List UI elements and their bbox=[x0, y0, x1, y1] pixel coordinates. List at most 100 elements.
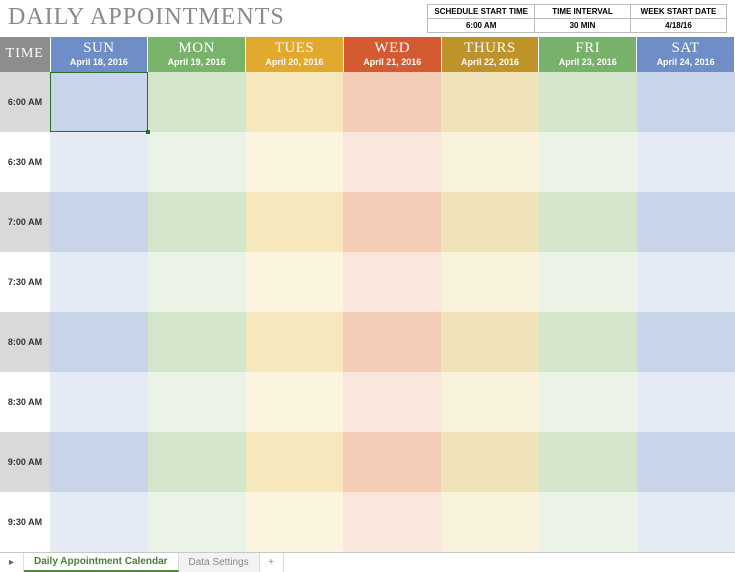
calendar-cell[interactable] bbox=[246, 252, 344, 312]
page-title: DAILY APPOINTMENTS bbox=[8, 4, 285, 31]
day-of-week: SAT bbox=[637, 40, 734, 57]
calendar-cell[interactable] bbox=[50, 252, 148, 312]
calendar-cell[interactable] bbox=[343, 132, 441, 192]
calendar-cell[interactable] bbox=[637, 492, 735, 552]
settings-table: SCHEDULE START TIME TIME INTERVAL WEEK S… bbox=[427, 4, 727, 33]
day-date: April 22, 2016 bbox=[442, 57, 539, 67]
calendar-cell[interactable] bbox=[343, 252, 441, 312]
calendar-cell[interactable] bbox=[637, 372, 735, 432]
calendar-cell[interactable] bbox=[441, 132, 539, 192]
add-sheet-button[interactable]: + bbox=[260, 553, 284, 572]
time-label: 7:30 AM bbox=[0, 252, 50, 312]
time-label: 7:00 AM bbox=[0, 192, 50, 252]
calendar-cell[interactable] bbox=[343, 72, 441, 132]
day-of-week: SUN bbox=[51, 40, 148, 57]
day-of-week: MON bbox=[148, 40, 245, 57]
calendar-cell[interactable] bbox=[148, 72, 246, 132]
calendar-cell[interactable] bbox=[50, 312, 148, 372]
calendar-cell[interactable] bbox=[637, 432, 735, 492]
settings-header: WEEK START DATE bbox=[631, 5, 727, 19]
day-of-week: WED bbox=[344, 40, 441, 57]
calendar-cell[interactable] bbox=[637, 312, 735, 372]
calendar-cell[interactable] bbox=[246, 132, 344, 192]
calendar-cell[interactable] bbox=[50, 192, 148, 252]
calendar-cell[interactable] bbox=[441, 252, 539, 312]
calendar-cell[interactable] bbox=[148, 372, 246, 432]
settings-value[interactable]: 6:00 AM bbox=[428, 19, 535, 33]
calendar-grid: TIMESUNApril 18, 2016MONApril 19, 2016TU… bbox=[0, 37, 735, 552]
calendar-cell[interactable] bbox=[441, 72, 539, 132]
day-of-week: THURS bbox=[442, 40, 539, 57]
calendar-cell[interactable] bbox=[343, 192, 441, 252]
time-label: 9:30 AM bbox=[0, 492, 50, 552]
calendar-cell[interactable] bbox=[50, 372, 148, 432]
day-header: WEDApril 21, 2016 bbox=[343, 37, 441, 72]
calendar-cell[interactable] bbox=[148, 132, 246, 192]
time-column-header: TIME bbox=[0, 37, 50, 72]
calendar-cell[interactable] bbox=[539, 372, 637, 432]
day-header: SUNApril 18, 2016 bbox=[50, 37, 148, 72]
calendar-cell[interactable] bbox=[539, 252, 637, 312]
calendar-cell[interactable] bbox=[148, 192, 246, 252]
calendar-cell[interactable] bbox=[539, 492, 637, 552]
day-header: SATApril 24, 2016 bbox=[637, 37, 735, 72]
tab-daily-appointment-calendar[interactable]: Daily Appointment Calendar bbox=[24, 553, 179, 572]
calendar-cell[interactable] bbox=[343, 432, 441, 492]
calendar-cell[interactable] bbox=[343, 312, 441, 372]
day-date: April 24, 2016 bbox=[637, 57, 734, 67]
calendar-cell[interactable] bbox=[441, 372, 539, 432]
calendar-cell[interactable] bbox=[441, 492, 539, 552]
day-of-week: TUES bbox=[246, 40, 343, 57]
settings-value[interactable]: 4/18/16 bbox=[631, 19, 727, 33]
time-label: 9:00 AM bbox=[0, 432, 50, 492]
day-header: THURSApril 22, 2016 bbox=[441, 37, 539, 72]
day-date: April 23, 2016 bbox=[539, 57, 636, 67]
calendar-cell[interactable] bbox=[539, 312, 637, 372]
calendar-cell[interactable] bbox=[343, 492, 441, 552]
calendar-cell[interactable] bbox=[343, 372, 441, 432]
calendar-cell[interactable] bbox=[148, 432, 246, 492]
calendar-cell[interactable] bbox=[246, 492, 344, 552]
time-label: 8:30 AM bbox=[0, 372, 50, 432]
calendar-cell[interactable] bbox=[637, 252, 735, 312]
calendar-cell[interactable] bbox=[441, 192, 539, 252]
tab-data-settings[interactable]: Data Settings bbox=[179, 553, 260, 572]
calendar-cell[interactable] bbox=[246, 432, 344, 492]
day-date: April 21, 2016 bbox=[344, 57, 441, 67]
day-of-week: FRI bbox=[539, 40, 636, 57]
tab-nav-icon[interactable]: ▸ bbox=[0, 553, 24, 572]
calendar-cell[interactable] bbox=[50, 132, 148, 192]
calendar-cell[interactable] bbox=[246, 192, 344, 252]
calendar-cell[interactable] bbox=[148, 492, 246, 552]
settings-header: TIME INTERVAL bbox=[535, 5, 631, 19]
calendar-cell[interactable] bbox=[539, 72, 637, 132]
day-header: TUESApril 20, 2016 bbox=[246, 37, 344, 72]
day-date: April 20, 2016 bbox=[246, 57, 343, 67]
day-header: MONApril 19, 2016 bbox=[148, 37, 246, 72]
calendar-cell[interactable] bbox=[539, 132, 637, 192]
calendar-cell[interactable] bbox=[539, 192, 637, 252]
calendar-cell[interactable] bbox=[441, 432, 539, 492]
settings-header: SCHEDULE START TIME bbox=[428, 5, 535, 19]
calendar-cell[interactable] bbox=[637, 132, 735, 192]
calendar-cell[interactable] bbox=[246, 72, 344, 132]
calendar-cell[interactable] bbox=[50, 432, 148, 492]
calendar-cell[interactable] bbox=[637, 72, 735, 132]
calendar-cell[interactable] bbox=[246, 312, 344, 372]
settings-value[interactable]: 30 MIN bbox=[535, 19, 631, 33]
calendar-cell[interactable] bbox=[50, 72, 148, 132]
calendar-cell[interactable] bbox=[50, 492, 148, 552]
calendar-cell[interactable] bbox=[246, 372, 344, 432]
calendar-cell[interactable] bbox=[539, 432, 637, 492]
day-date: April 18, 2016 bbox=[51, 57, 148, 67]
time-label: 6:30 AM bbox=[0, 132, 50, 192]
time-label: 8:00 AM bbox=[0, 312, 50, 372]
calendar-cell[interactable] bbox=[637, 192, 735, 252]
day-header: FRIApril 23, 2016 bbox=[539, 37, 637, 72]
time-label: 6:00 AM bbox=[0, 72, 50, 132]
sheet-tabs: ▸ Daily Appointment Calendar Data Settin… bbox=[0, 552, 735, 572]
calendar-cell[interactable] bbox=[148, 252, 246, 312]
day-date: April 19, 2016 bbox=[148, 57, 245, 67]
calendar-cell[interactable] bbox=[441, 312, 539, 372]
calendar-cell[interactable] bbox=[148, 312, 246, 372]
